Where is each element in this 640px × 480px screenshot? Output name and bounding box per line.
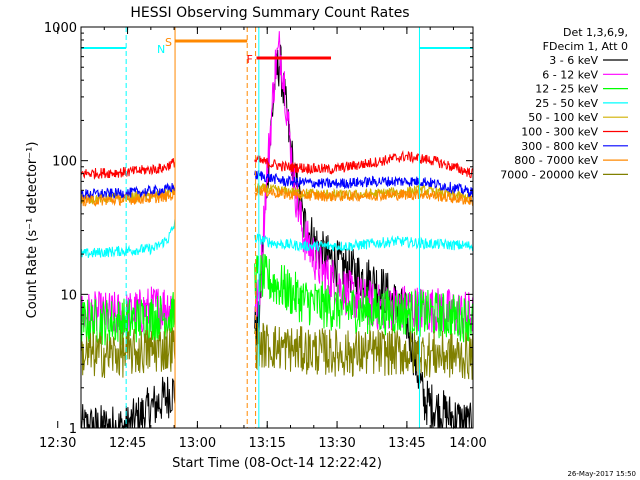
x-tick-label: 12:45 — [109, 436, 146, 451]
y-tick-label: 10 — [60, 288, 77, 303]
plot-frame — [80, 26, 474, 429]
x-tick-label: 13:30 — [318, 436, 355, 451]
flag-label-N: N — [157, 43, 165, 56]
x-tick-label: 12:30 — [39, 436, 76, 451]
series-line-8 — [80, 322, 474, 380]
x-tick-label: 13:45 — [388, 436, 425, 451]
legend-label-8: 7000 - 20000 keV — [500, 168, 598, 181]
legend-header-line-1: Det 1,3,6,9, — [563, 26, 628, 39]
legend-label-7: 800 - 7000 keV — [514, 154, 598, 167]
legend-label-5: 100 - 300 keV — [521, 126, 598, 139]
series-line-7 — [80, 186, 474, 207]
legend-label-4: 50 - 100 keV — [528, 111, 598, 124]
flag-label-F: F — [247, 53, 253, 66]
legend-label-1: 6 - 12 keV — [542, 68, 598, 81]
series-line-3 — [80, 219, 474, 258]
series-line-5 — [80, 150, 473, 180]
legend-label-3: 25 - 50 keV — [535, 97, 598, 110]
series-line-6 — [80, 169, 474, 201]
footer-date: 26-May-2017 15:50 — [567, 470, 636, 478]
legend-label-0: 3 - 6 keV — [549, 54, 598, 67]
legend-label-6: 300 - 800 keV — [521, 140, 598, 153]
x-tick-label: 14:00 — [449, 436, 486, 451]
x-tick-label: 13:00 — [179, 436, 216, 451]
y-tick-label: 1000 — [44, 21, 77, 36]
x-axis-label: Start Time (08-Oct-14 12:22:42) — [172, 456, 382, 471]
x-tick-label: 13:15 — [248, 436, 285, 451]
legend-header-line-2: FDecim 1, Att 0 — [543, 40, 628, 53]
chart-title: HESSI Observing Summary Count Rates — [130, 5, 409, 21]
y-axis-label: Count Rate (s⁻¹ detector⁻¹) — [25, 142, 40, 319]
flag-label-S: S — [165, 36, 172, 49]
legend-label-2: 12 - 25 keV — [535, 83, 598, 96]
series-line-2 — [80, 253, 474, 346]
y-tick-label: 100 — [52, 155, 77, 170]
y-tick-label: 1 — [69, 422, 77, 437]
